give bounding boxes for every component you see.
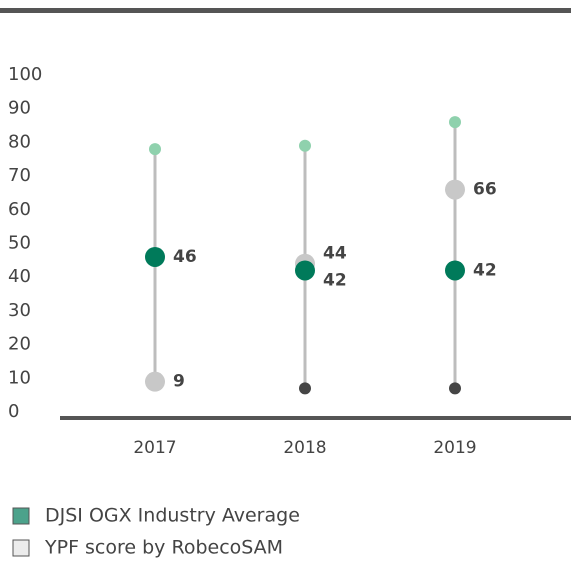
y-tick-label: 10 [8,367,31,388]
x-tick-label: 2019 [433,438,476,458]
data-label: 42 [323,270,347,290]
high-dot [449,116,461,129]
high-dot [149,143,161,156]
y-tick-label: 70 [8,165,31,186]
score-dot [295,260,315,281]
y-tick-label: 100 [8,64,42,85]
y-tick-label: 30 [8,300,31,321]
x-axis [60,416,571,420]
y-tick-label: 20 [8,334,31,355]
score-dot [445,260,465,281]
data-label: 9 [173,372,185,392]
legend-label: DJSI OGX Industry Average [45,505,300,527]
legend-label: YPF score by RobecoSAM [44,537,283,559]
score-dot [145,246,165,267]
low-dot [449,382,461,395]
y-tick-label: 80 [8,131,31,152]
data-label: 44 [323,244,347,264]
y-tick-label: 60 [8,199,31,220]
y-tick-label: 0 [8,401,19,422]
data-label: 66 [473,180,497,200]
data-label: 42 [473,260,497,280]
score-dot [445,179,465,200]
legend-swatch [12,507,30,525]
y-tick-label: 50 [8,233,31,254]
high-dot [299,139,311,152]
data-label: 46 [173,247,197,267]
low-dot [299,382,311,395]
x-tick-label: 2017 [133,438,176,458]
y-tick-label: 90 [8,98,31,119]
y-tick-label: 40 [8,266,31,287]
legend-swatch [12,539,30,557]
x-tick-label: 2018 [283,438,326,458]
top-rule [0,8,571,13]
score-dot [145,371,165,392]
